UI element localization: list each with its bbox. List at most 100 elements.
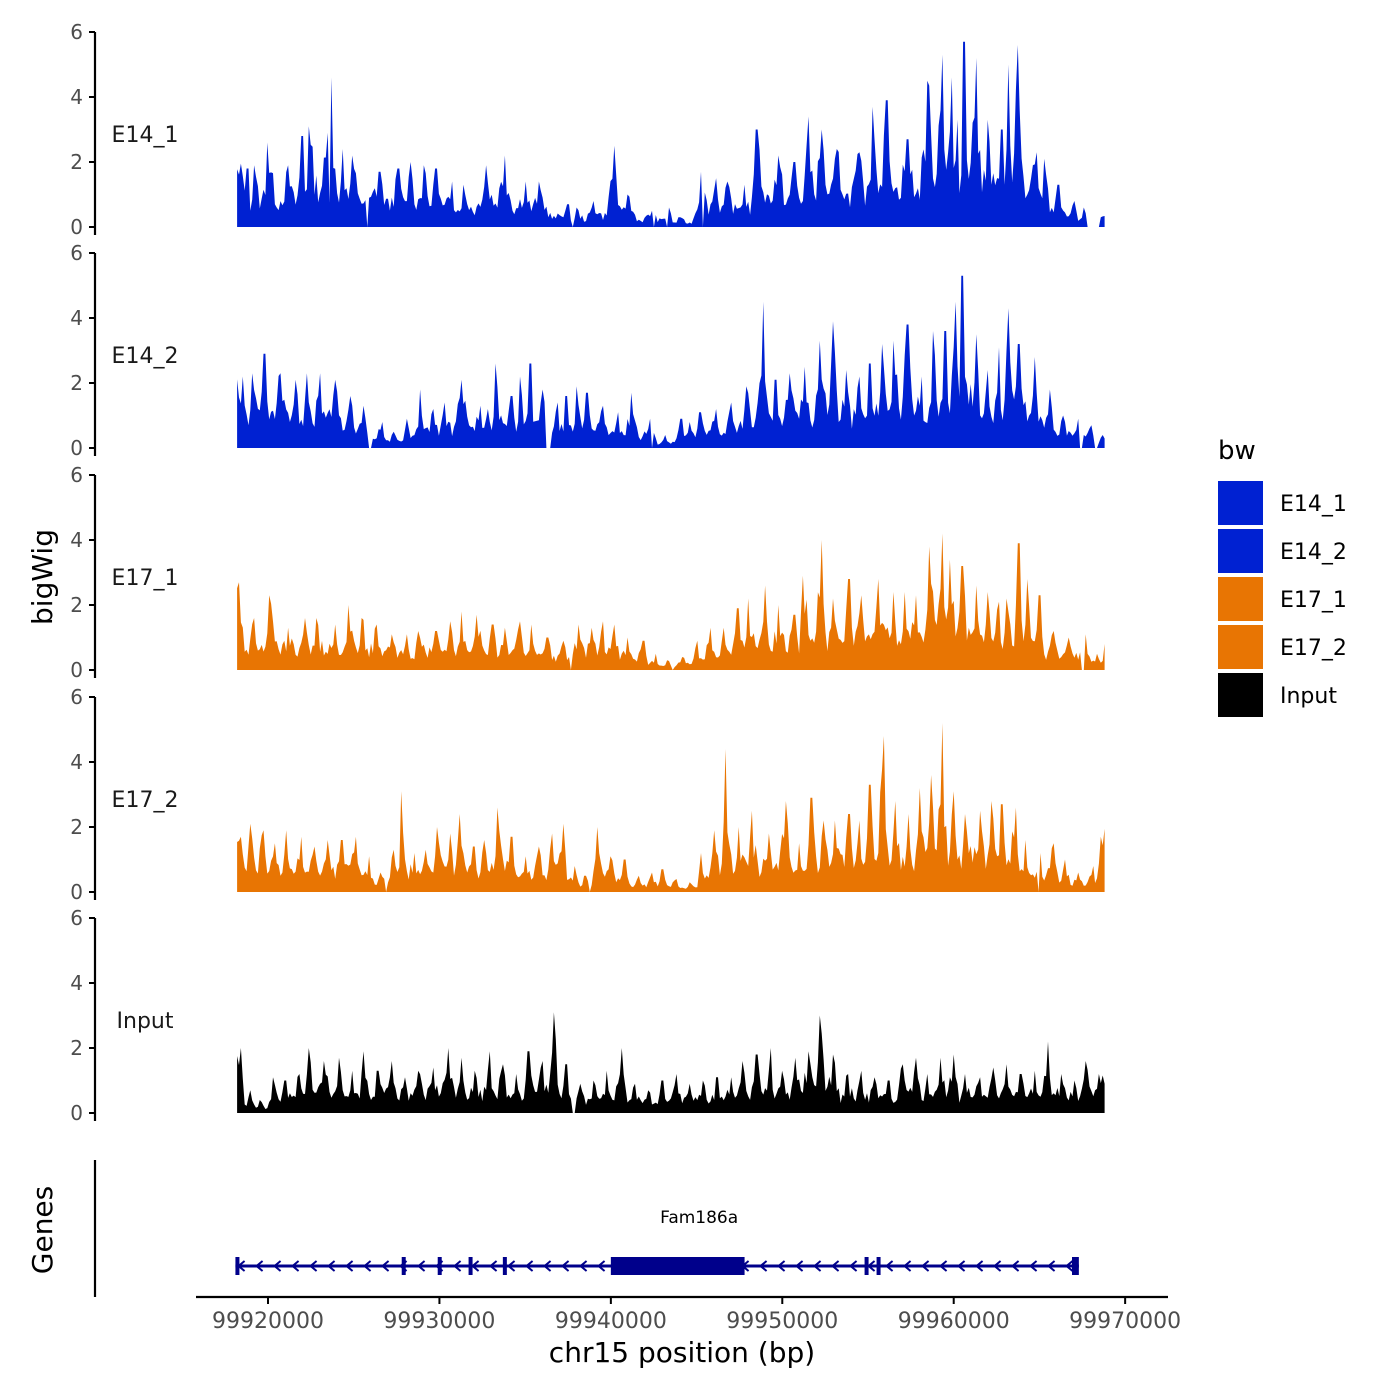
- y-tick-label: 2: [70, 150, 83, 174]
- signal-area-E14_1: [237, 41, 1105, 227]
- strand-arrow: [381, 1260, 390, 1272]
- y-tick-label: 4: [70, 528, 83, 552]
- legend-swatch-Input: [1218, 673, 1263, 717]
- y-tick-label: 6: [70, 463, 83, 487]
- y-tick-label: 2: [70, 593, 83, 617]
- strand-arrow: [759, 1260, 768, 1272]
- strand-arrow: [885, 1260, 894, 1272]
- strand-arrow: [921, 1260, 930, 1272]
- strand-arrow: [525, 1260, 534, 1272]
- strand-arrow: [813, 1260, 822, 1272]
- y-tick-label: 0: [70, 436, 83, 460]
- strand-arrow: [579, 1260, 588, 1272]
- strand-arrow: [903, 1260, 912, 1272]
- legend-title: bw: [1218, 436, 1256, 466]
- y-tick-label: 0: [70, 1101, 83, 1125]
- strand-arrow: [1011, 1260, 1020, 1272]
- legend-label-E14_2: E14_2: [1280, 540, 1347, 565]
- legend-label-E17_2: E17_2: [1280, 636, 1347, 661]
- y-tick-label: 0: [70, 880, 83, 904]
- strand-arrow: [993, 1260, 1002, 1272]
- y-tick-label: 4: [70, 971, 83, 995]
- y-tick-label: 6: [70, 906, 83, 930]
- panel-label-E17_2: E17_2: [112, 788, 179, 813]
- panel-E14_1: 0 2 4 6 E14_1: [70, 20, 1105, 239]
- y-tick-label: 6: [70, 20, 83, 44]
- gene-exon: [437, 1257, 442, 1275]
- y-tick-label: 4: [70, 85, 83, 109]
- panel-label-Input: Input: [117, 1009, 174, 1034]
- x-axis-title: chr15 position (bp): [549, 1336, 815, 1369]
- x-tick-label: 99930000: [383, 1309, 495, 1334]
- strand-arrow: [1065, 1260, 1074, 1272]
- legend-swatch-E17_1: [1218, 577, 1263, 621]
- y-tick-label: 2: [70, 1036, 83, 1060]
- strand-arrow: [831, 1260, 840, 1272]
- legend-swatch-E17_2: [1218, 625, 1263, 669]
- strand-arrow: [507, 1260, 516, 1272]
- y-axis-title: bigWig: [26, 529, 59, 625]
- legend-swatch-E14_1: [1218, 481, 1263, 525]
- panel-label-E17_1: E17_1: [112, 566, 179, 591]
- strand-arrow: [957, 1260, 966, 1272]
- panel-label-E14_1: E14_1: [112, 123, 179, 148]
- y-tick-label: 4: [70, 750, 83, 774]
- x-tick-label: 99970000: [1069, 1309, 1181, 1334]
- x-tick-label: 99940000: [555, 1309, 667, 1334]
- gene-track: Fam186a: [93, 1160, 1079, 1297]
- panel-label-E14_2: E14_2: [112, 344, 179, 369]
- strand-arrow: [939, 1260, 948, 1272]
- panel-E17_1: 0 2 4 6 E17_1: [70, 463, 1105, 682]
- gene-exon: [468, 1257, 473, 1275]
- signal-area-E14_2: [237, 275, 1105, 448]
- strand-arrow: [417, 1260, 426, 1272]
- panel-E17_2: 0 2 4 6 E17_2: [70, 685, 1105, 904]
- gene-exon: [401, 1257, 406, 1275]
- y-tick-label: 0: [70, 658, 83, 682]
- strand-arrow: [309, 1260, 318, 1272]
- strand-arrow: [255, 1260, 264, 1272]
- legend-label-E17_1: E17_1: [1280, 588, 1347, 613]
- strand-arrow: [795, 1260, 804, 1272]
- gene-exon: [610, 1257, 745, 1275]
- y-tick-label: 2: [70, 371, 83, 395]
- strand-arrow: [453, 1260, 462, 1272]
- y-tick-label: 4: [70, 306, 83, 330]
- panel-Input: 0 2 4 6 Input: [70, 906, 1105, 1125]
- legend-swatch-E14_2: [1218, 529, 1263, 573]
- strand-arrow: [291, 1260, 300, 1272]
- strand-arrow: [327, 1260, 336, 1272]
- gene-exon: [502, 1257, 507, 1275]
- signal-area-E17_2: [237, 723, 1105, 892]
- genes-axis-title: Genes: [26, 1186, 59, 1274]
- strand-arrow: [561, 1260, 570, 1272]
- x-tick-label: 99950000: [726, 1309, 838, 1334]
- signal-area-Input: [237, 1012, 1105, 1113]
- strand-arrow: [273, 1260, 282, 1272]
- y-tick-label: 6: [70, 685, 83, 709]
- strand-arrow: [489, 1260, 498, 1272]
- strand-arrow: [363, 1260, 372, 1272]
- signal-area-E17_1: [237, 533, 1105, 670]
- x-tick-label: 99960000: [898, 1309, 1010, 1334]
- gene-name-label: Fam186a: [660, 1208, 738, 1228]
- strand-arrow: [849, 1260, 858, 1272]
- panel-E14_2: 0 2 4 6 E14_2: [70, 241, 1105, 460]
- strand-arrow: [543, 1260, 552, 1272]
- strand-arrow: [597, 1260, 606, 1272]
- strand-arrow: [777, 1260, 786, 1272]
- legend: bw E14_1 E14_2 E17_1 E17_2 Input: [1218, 436, 1347, 717]
- strand-arrow: [1047, 1260, 1056, 1272]
- legend-label-Input: Input: [1280, 684, 1337, 709]
- gene-exon: [864, 1257, 869, 1275]
- signal-panels: 0 2 4 6 E14_1 0 2 4 6 E14_2 0 2 4 6 E17_1 0 2 4 6 E17_2 0 2 4 6…: [70, 20, 1105, 1125]
- gene-exon: [235, 1257, 240, 1275]
- x-tick-label: 99920000: [212, 1309, 324, 1334]
- y-tick-label: 0: [70, 215, 83, 239]
- strand-arrow: [975, 1260, 984, 1272]
- legend-label-E14_1: E14_1: [1280, 492, 1347, 517]
- gene-exon: [1072, 1257, 1079, 1275]
- strand-arrow: [1029, 1260, 1038, 1272]
- y-tick-label: 2: [70, 815, 83, 839]
